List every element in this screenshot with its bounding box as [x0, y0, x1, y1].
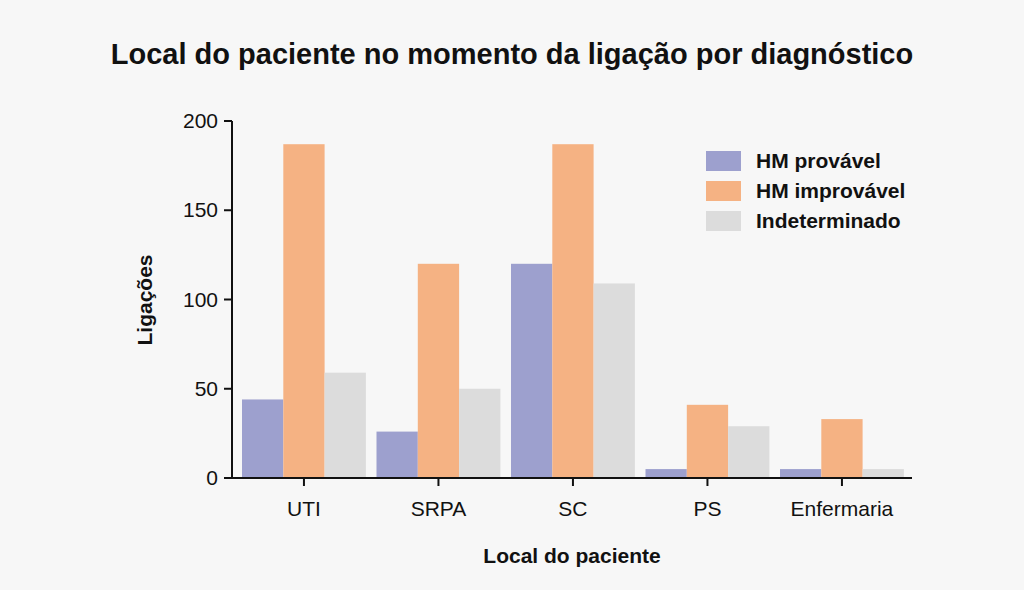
title: Local do paciente no momento da ligação …	[111, 38, 913, 70]
x-tick	[303, 478, 305, 486]
chart-svg: Local do paciente no momento da ligação …	[0, 0, 1024, 590]
bar	[863, 469, 904, 478]
x-tick	[841, 478, 843, 486]
bar	[418, 264, 459, 478]
bar	[687, 405, 728, 478]
legend-label: HM provável	[756, 149, 881, 172]
x-tick	[706, 478, 708, 486]
x-tick-label: SC	[558, 497, 587, 520]
legend-swatch	[706, 151, 741, 171]
x-axis-label: Local do paciente	[483, 544, 660, 567]
bar	[552, 144, 593, 478]
bar	[325, 373, 366, 478]
bar	[377, 432, 418, 478]
bar	[646, 469, 687, 478]
legend-swatch	[706, 181, 741, 201]
y-axis-label: Ligações	[133, 254, 156, 345]
x-axis	[231, 477, 912, 479]
y-tick	[224, 120, 232, 122]
bar	[780, 469, 821, 478]
x-tick-label: Enfermaria	[791, 497, 894, 520]
y-tick	[224, 299, 232, 301]
bar	[242, 399, 283, 478]
bar	[283, 144, 324, 478]
x-tick-label: UTI	[287, 497, 321, 520]
bar	[728, 426, 769, 478]
y-tick-label: 150	[183, 198, 218, 221]
bar	[594, 283, 635, 478]
chart-container: Local do paciente no momento da ligação …	[0, 0, 1024, 590]
y-tick-label: 50	[195, 377, 218, 400]
legend-label: HM improvável	[756, 179, 905, 202]
legend-swatch	[706, 211, 741, 231]
bar	[821, 419, 862, 478]
y-tick-label: 0	[206, 466, 218, 489]
x-tick	[572, 478, 574, 486]
y-tick	[224, 477, 232, 479]
background	[0, 0, 1024, 590]
legend: HM provável HM improvável Indeterminado	[706, 149, 905, 232]
y-tick-label: 100	[183, 288, 218, 311]
legend-label: Indeterminado	[756, 209, 901, 232]
x-tick-label: PS	[693, 497, 721, 520]
bar	[511, 264, 552, 478]
y-tick-label: 200	[183, 109, 218, 132]
x-tick	[437, 478, 439, 486]
bar	[459, 389, 500, 478]
y-tick	[224, 209, 232, 211]
y-tick	[224, 388, 232, 390]
x-tick-label: SRPA	[411, 497, 467, 520]
